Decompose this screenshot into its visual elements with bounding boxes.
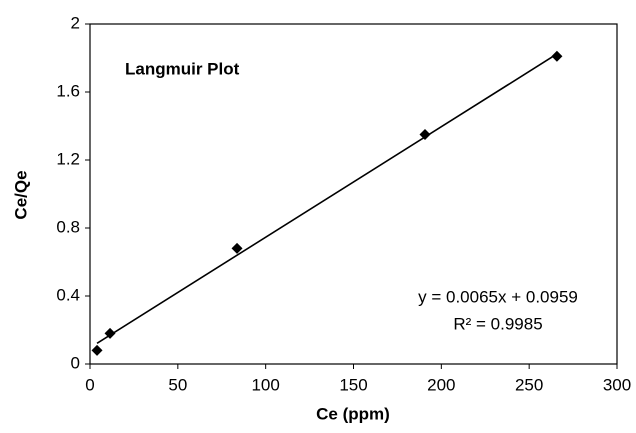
y-axis-title: Ce/Qe (11, 170, 30, 219)
data-point (231, 242, 243, 254)
x-tick-label: 200 (427, 375, 455, 394)
y-tick-label: 0.4 (56, 285, 80, 304)
trend-line (96, 53, 558, 344)
x-tick-label: 250 (515, 375, 543, 394)
chart-title: Langmuir Plot (125, 59, 240, 78)
data-point (551, 50, 563, 62)
y-tick-label: 2 (71, 13, 80, 32)
x-tick-label: 0 (85, 375, 94, 394)
x-tick-label: 150 (339, 375, 367, 394)
x-tick-label: 300 (603, 375, 631, 394)
y-tick-label: 1.2 (56, 149, 80, 168)
trend-r-squared: R² = 0.9985 (453, 314, 542, 333)
y-tick-label: 0 (71, 353, 80, 372)
trend-equation: y = 0.0065x + 0.0959 (418, 287, 578, 306)
y-tick-label: 1.6 (56, 81, 80, 100)
data-point (91, 344, 103, 356)
x-tick-label: 100 (251, 375, 279, 394)
y-tick-label: 0.8 (56, 217, 80, 236)
x-axis-title: Ce (ppm) (316, 404, 390, 423)
x-tick-label: 50 (168, 375, 187, 394)
data-point (104, 327, 116, 339)
data-point (419, 129, 431, 140)
